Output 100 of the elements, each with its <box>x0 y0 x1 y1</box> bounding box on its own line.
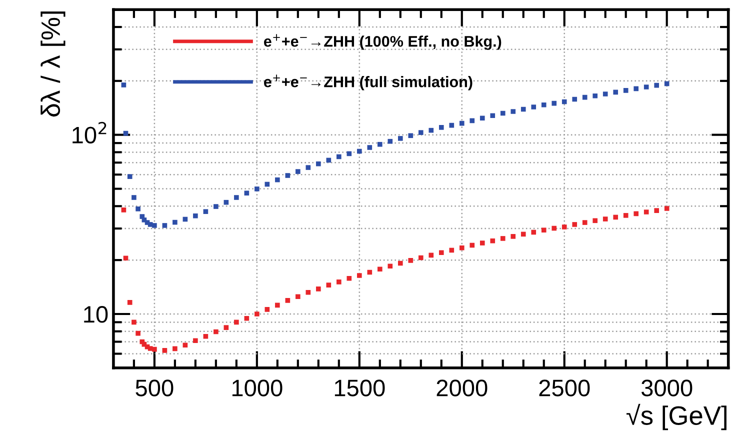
point <box>428 128 434 133</box>
point <box>162 348 168 353</box>
point <box>531 104 536 110</box>
point <box>510 234 516 239</box>
point <box>602 92 608 96</box>
point <box>664 81 670 86</box>
point <box>562 224 567 230</box>
point <box>449 248 454 253</box>
point <box>148 346 153 351</box>
point <box>541 102 546 108</box>
point <box>654 82 660 88</box>
point <box>602 216 608 222</box>
point <box>316 161 321 166</box>
point <box>552 100 557 106</box>
point <box>388 264 393 269</box>
point <box>644 210 649 214</box>
point <box>244 190 250 196</box>
point <box>398 260 403 266</box>
point <box>234 195 239 200</box>
y-tick-label: 10 <box>84 306 108 323</box>
point <box>428 252 434 258</box>
point <box>438 250 444 256</box>
point <box>490 238 496 244</box>
point <box>296 169 300 174</box>
point <box>275 177 280 182</box>
point <box>182 342 188 348</box>
point <box>664 206 670 211</box>
point <box>623 213 628 218</box>
point <box>357 273 362 278</box>
point <box>326 282 332 288</box>
point <box>408 258 414 263</box>
point <box>346 276 352 281</box>
point <box>613 90 618 95</box>
x-axis-title: √s [GeV] <box>626 404 726 430</box>
point <box>459 245 464 250</box>
point <box>398 136 403 141</box>
x-tick-label: 2500 <box>539 380 590 396</box>
point <box>572 96 578 102</box>
point <box>172 346 178 352</box>
point <box>123 256 128 261</box>
point <box>582 220 588 225</box>
point <box>214 204 218 209</box>
point <box>531 230 536 235</box>
point <box>378 142 382 147</box>
point <box>357 148 362 154</box>
legend-label: e$^{+}$+e$^{−}$→ZHH (100% Eff., no Bkg.) <box>264 34 502 50</box>
point <box>234 320 239 325</box>
point <box>224 325 229 330</box>
point <box>136 330 140 336</box>
point <box>418 255 424 260</box>
point <box>127 174 132 179</box>
point <box>285 173 290 178</box>
point <box>121 82 126 88</box>
y-tick-label: 10$^{2}$ <box>72 122 106 144</box>
point <box>582 94 588 100</box>
point <box>470 242 475 248</box>
point <box>306 165 311 170</box>
point <box>136 206 140 212</box>
point <box>541 228 546 232</box>
point <box>193 213 198 218</box>
point <box>254 186 260 192</box>
point <box>634 86 639 92</box>
point <box>480 240 485 246</box>
point <box>500 110 506 116</box>
point <box>162 223 168 228</box>
point <box>132 320 136 325</box>
point <box>500 236 506 241</box>
point <box>316 286 321 292</box>
point <box>592 93 598 98</box>
point <box>644 84 649 90</box>
point <box>132 195 136 200</box>
point <box>592 218 598 224</box>
x-tick-label: 500 <box>136 380 174 396</box>
point <box>214 329 218 334</box>
point <box>613 214 618 220</box>
x-tick-label: 1500 <box>334 380 385 396</box>
point <box>193 338 198 344</box>
point <box>520 232 526 237</box>
point <box>336 280 342 284</box>
point <box>552 226 557 231</box>
point <box>634 211 639 216</box>
point <box>264 307 270 312</box>
point <box>623 88 628 93</box>
point <box>244 316 250 321</box>
point <box>480 116 485 121</box>
x-tick-label: 2000 <box>436 380 488 396</box>
point <box>459 120 464 126</box>
x-tick-label: 1000 <box>232 380 282 396</box>
point <box>438 125 444 130</box>
point <box>172 220 178 225</box>
x-tick-label: 3000 <box>641 380 692 396</box>
point <box>275 302 280 308</box>
point <box>572 222 578 227</box>
point <box>520 106 526 112</box>
point <box>408 133 414 138</box>
point <box>127 300 132 305</box>
point <box>121 208 126 212</box>
point <box>306 290 311 295</box>
point <box>148 222 153 227</box>
point <box>152 223 157 228</box>
